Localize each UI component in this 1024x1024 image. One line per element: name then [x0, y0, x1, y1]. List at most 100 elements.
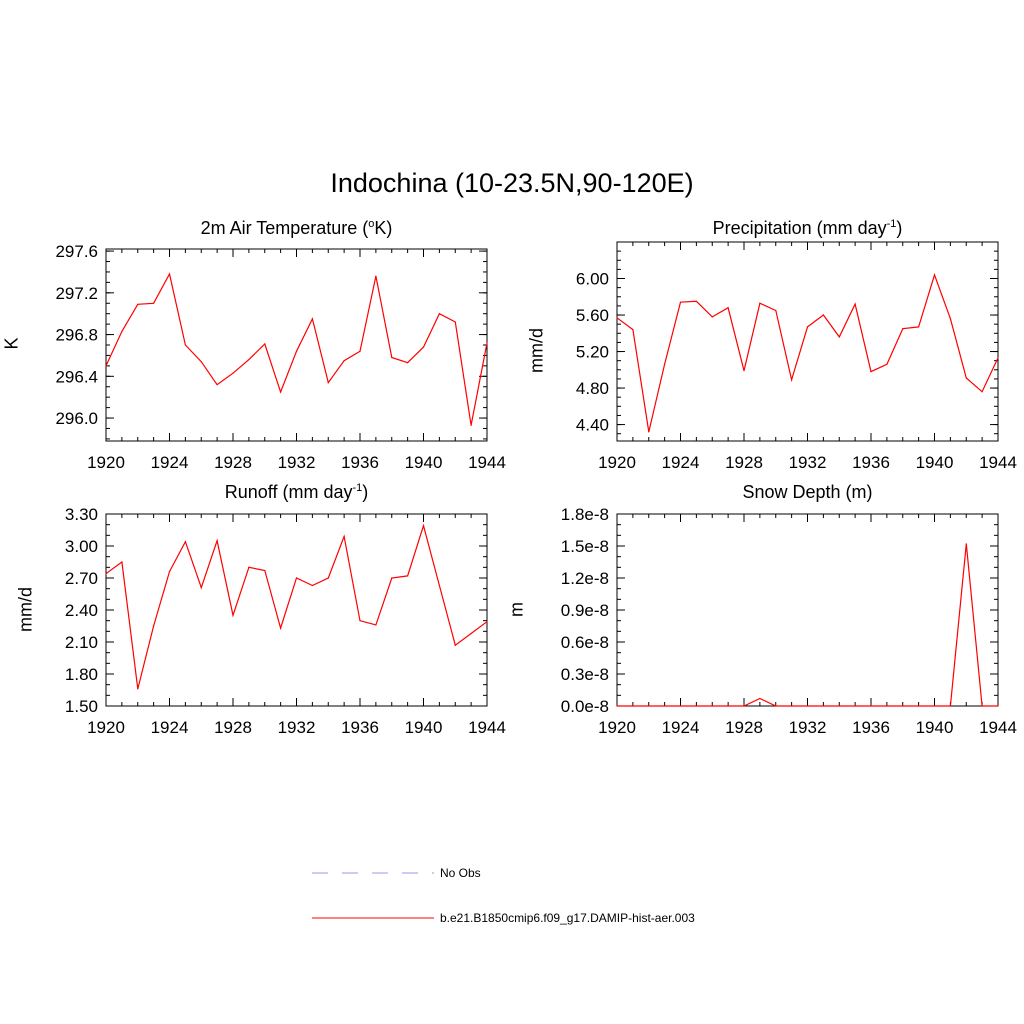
figure-title: Indochina (10-23.5N,90-120E) — [330, 168, 694, 198]
data-point — [775, 705, 777, 707]
y-tick-label: 2.70 — [65, 569, 98, 588]
data-point — [232, 614, 234, 616]
data-point — [838, 705, 840, 707]
data-point — [997, 357, 999, 359]
title-tail: ) — [362, 482, 369, 502]
data-point — [327, 577, 329, 579]
data-point — [822, 314, 824, 316]
x-tick-label: 1944 — [979, 718, 1017, 737]
y-tick-label: 1.8e-8 — [561, 505, 609, 524]
x-tick-label: 1920 — [87, 453, 125, 472]
data-point — [759, 697, 761, 700]
panel-temperature: 1920 1924 1928 1932 1936 1940 1944 296.0 296.4 29… — [55, 242, 505, 472]
data-point — [711, 705, 713, 707]
y-tick-label: 6.00 — [576, 270, 609, 289]
data-point — [648, 705, 650, 707]
y-tick-label: 296.8 — [55, 326, 98, 345]
y-tick-label: 1.80 — [65, 665, 98, 684]
data-point — [949, 705, 951, 707]
data-point — [470, 632, 472, 635]
data-point — [470, 424, 472, 426]
data-point — [280, 391, 282, 393]
data-point — [806, 705, 809, 707]
data-point — [216, 384, 218, 386]
x-tick-label: 1940 — [916, 453, 954, 472]
data-point — [632, 329, 634, 331]
x-tick-label: 1928 — [214, 453, 252, 472]
data-point — [965, 377, 967, 379]
y-tick-label: 296.4 — [55, 367, 98, 386]
data-point — [679, 705, 682, 707]
title-sup: o — [368, 218, 375, 230]
data-point — [886, 363, 888, 365]
x-tick-label: 1940 — [405, 718, 443, 737]
data-point — [422, 346, 425, 348]
data-point — [664, 705, 666, 707]
data-point — [918, 326, 920, 328]
data-point — [184, 541, 186, 543]
data-point — [438, 313, 440, 315]
data-point — [711, 316, 713, 318]
data-point — [981, 705, 983, 707]
data-point — [791, 379, 793, 381]
x-tick-label: 1936 — [852, 718, 890, 737]
data-point — [822, 705, 824, 707]
y-tick-label: 296.0 — [55, 409, 98, 428]
series-line — [616, 273, 999, 433]
data-point — [648, 431, 650, 433]
y-tick-label: 1.2e-8 — [561, 569, 609, 588]
panel-runoff: 1920 1924 1928 1932 1936 1940 1944 1.50 1.80 2.10… — [65, 505, 506, 737]
data-point — [295, 577, 298, 579]
data-point — [121, 561, 123, 563]
title-main: Snow Depth (m) — [742, 482, 873, 502]
x-tick-label: 1932 — [789, 453, 827, 472]
data-point — [981, 391, 983, 393]
y-tick-label: 0.3e-8 — [561, 665, 609, 684]
x-tick-label: 1920 — [87, 718, 125, 737]
series-line — [105, 272, 488, 426]
y-tick-label: 297.2 — [55, 284, 98, 303]
data-point — [664, 363, 666, 365]
data-point — [775, 309, 777, 312]
data-point — [486, 621, 488, 623]
data-point — [216, 540, 218, 542]
x-tick-label: 1944 — [979, 453, 1017, 472]
title-main: 2m Air Temperature ( — [200, 218, 369, 238]
x-tick-label: 1936 — [341, 718, 379, 737]
data-point — [248, 359, 250, 361]
panel-title-precipitation: Precipitation (mm day-1) — [617, 218, 998, 239]
data-point — [902, 328, 904, 330]
data-point — [295, 350, 298, 352]
data-point — [918, 705, 920, 707]
data-point — [438, 584, 440, 587]
data-point — [743, 705, 745, 707]
data-point — [264, 343, 266, 345]
panel-title-snow-depth: Snow Depth (m) — [617, 482, 998, 503]
plot-frame — [105, 248, 488, 442]
y-tick-label: 5.60 — [576, 306, 609, 325]
data-point — [933, 705, 936, 707]
data-point — [727, 307, 729, 309]
x-tick-label: 1936 — [852, 453, 890, 472]
data-point — [854, 303, 856, 305]
data-point — [902, 705, 904, 707]
data-point — [264, 569, 266, 572]
plot-frame — [616, 241, 999, 442]
data-point — [121, 330, 123, 333]
data-point — [407, 575, 409, 577]
x-tick-label: 1932 — [278, 453, 316, 472]
data-point — [105, 365, 107, 367]
data-point — [695, 300, 697, 302]
panel-title-runoff: Runoff (mm day-1) — [106, 482, 487, 503]
legend-label: b.e21.B1850cmip6.f09_g17.DAMIP-hist-aer.… — [440, 911, 695, 925]
y-tick-label: 2.10 — [65, 633, 98, 652]
data-point — [838, 336, 840, 338]
y-tick-label: 1.5e-8 — [561, 537, 609, 556]
data-point — [965, 543, 967, 545]
data-point — [168, 571, 171, 573]
data-point — [168, 273, 171, 275]
x-tick-label: 1944 — [468, 453, 506, 472]
x-tick-label: 1924 — [151, 453, 189, 472]
data-point — [391, 356, 393, 359]
data-point — [743, 370, 745, 372]
